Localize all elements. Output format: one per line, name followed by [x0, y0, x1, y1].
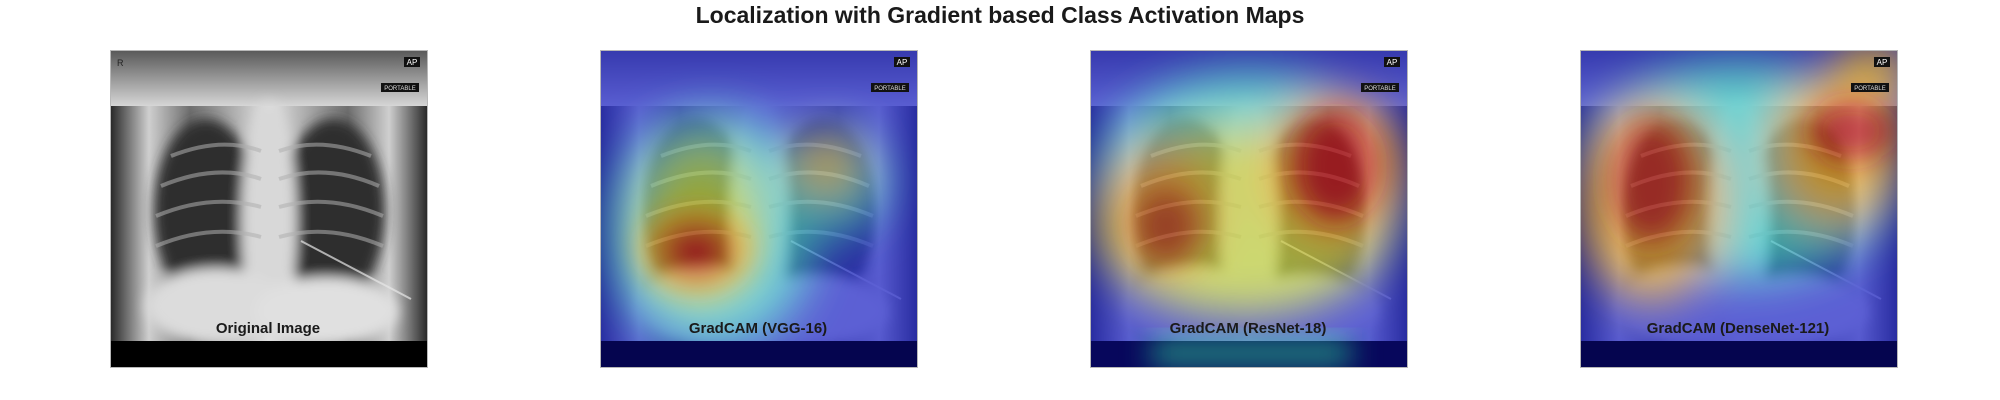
corner-marker: R: [117, 58, 124, 68]
figure-title: Localization with Gradient based Class A…: [695, 2, 1305, 28]
portable-tag: PORTABLE: [1364, 86, 1395, 92]
panel-original: AP R PORTABLE: [110, 50, 428, 368]
caption-resnet18: GradCAM (ResNet-18): [1169, 320, 1327, 337]
orientation-marker: AP: [897, 58, 908, 67]
caption-original: Original Image: [215, 320, 321, 337]
caption-densenet121: GradCAM (DenseNet-121): [1646, 320, 1830, 337]
portable-tag: PORTABLE: [1854, 86, 1885, 92]
portable-tag: PORTABLE: [384, 86, 415, 92]
orientation-marker: AP: [407, 58, 418, 67]
caption-vgg16: GradCAM (VGG-16): [688, 320, 828, 337]
panel-gradcam-vgg16: AP PORTABLE: [600, 50, 918, 368]
portable-tag: PORTABLE: [874, 86, 905, 92]
heatmap-densenet121: AP PORTABLE: [1580, 50, 1898, 368]
orientation-marker: AP: [1387, 58, 1398, 67]
heatmap-resnet18: AP PORTABLE: [1090, 50, 1408, 368]
panel-gradcam-resnet18: AP PORTABLE: [1090, 50, 1408, 368]
panel-gradcam-densenet121: AP PORTABLE: [1580, 50, 1898, 368]
orientation-marker: AP: [1877, 58, 1888, 67]
heatmap-vgg16: AP PORTABLE: [600, 50, 918, 368]
xray-image: AP R PORTABLE: [110, 50, 428, 368]
